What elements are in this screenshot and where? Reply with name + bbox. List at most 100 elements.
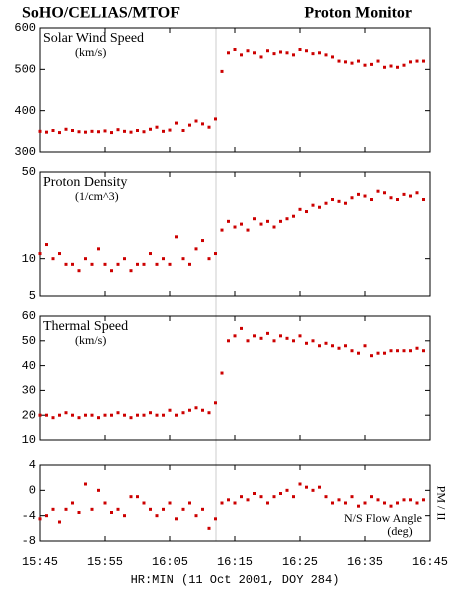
data-point [71, 262, 74, 266]
data-point [45, 413, 48, 417]
data-point [214, 517, 217, 521]
data-point [64, 507, 68, 511]
data-point [402, 63, 406, 67]
data-point [363, 344, 367, 348]
data-point [266, 49, 269, 53]
data-point [84, 413, 87, 417]
data-point [45, 514, 48, 518]
data-point [116, 128, 120, 132]
data-point [422, 59, 425, 63]
x-tick-label: 16:35 [347, 555, 383, 569]
data-point [194, 247, 198, 251]
data-point [194, 406, 198, 410]
data-point [350, 349, 354, 353]
data-point [149, 252, 152, 256]
y-tick-label: 5 [29, 289, 36, 303]
data-point [58, 520, 61, 524]
data-point [51, 257, 55, 261]
data-point [259, 495, 263, 499]
y-tick-label: 300 [14, 145, 36, 159]
data-point [77, 130, 81, 134]
data-point [194, 514, 198, 518]
data-point [396, 501, 399, 505]
data-point [389, 504, 393, 508]
data-point [155, 125, 159, 129]
data-point [279, 492, 282, 495]
data-point [337, 59, 341, 63]
data-point [383, 191, 386, 195]
data-point [201, 122, 204, 126]
data-point [149, 127, 152, 131]
data-point [77, 269, 81, 273]
data-point [285, 336, 289, 340]
data-point [298, 207, 302, 211]
data-point [253, 334, 256, 338]
data-point [136, 495, 139, 499]
data-point [201, 507, 204, 511]
data-point [110, 269, 113, 273]
data-point [259, 336, 263, 340]
data-point [142, 501, 146, 505]
data-point [227, 51, 230, 55]
header-right: Proton Monitor [304, 5, 412, 22]
data-point [298, 47, 302, 51]
data-point [253, 51, 256, 55]
y-tick-label: 4 [29, 458, 36, 472]
data-point [272, 339, 276, 343]
header-left: SoHO/CELIAS/MTOF [22, 5, 180, 22]
panel-title: Solar Wind Speed [43, 31, 144, 46]
data-point [51, 507, 55, 511]
data-point [376, 59, 380, 63]
data-point [220, 371, 224, 375]
data-point [409, 349, 412, 353]
data-point [116, 411, 120, 415]
data-point [220, 228, 224, 232]
data-point [383, 501, 386, 505]
data-point [240, 222, 243, 226]
data-point [311, 203, 315, 207]
data-point [350, 196, 354, 200]
data-point [90, 262, 94, 266]
data-point [84, 482, 87, 486]
y-tick-label: 20 [22, 408, 36, 422]
data-point [272, 495, 276, 499]
data-point [311, 339, 315, 343]
data-point [175, 121, 178, 125]
data-point [305, 49, 308, 53]
data-point [422, 198, 425, 202]
data-point [110, 131, 113, 135]
data-point [129, 269, 133, 273]
data-point [344, 501, 347, 505]
data-point [142, 413, 146, 417]
data-point [311, 52, 315, 56]
data-point [331, 344, 334, 348]
data-point [383, 65, 386, 69]
y-tick-label: 50 [22, 334, 36, 348]
data-point [188, 262, 191, 266]
data-point [129, 130, 133, 134]
data-point [71, 501, 74, 505]
data-point [149, 507, 152, 511]
y-tick-label: 40 [22, 359, 36, 373]
data-point [331, 198, 334, 202]
panel-unit: (km/s) [75, 45, 106, 59]
data-point [318, 344, 321, 348]
data-point [324, 495, 328, 499]
data-point [207, 411, 211, 415]
data-point [409, 194, 412, 198]
panel-unit: (1/cm^3) [75, 189, 119, 203]
data-point [246, 228, 250, 232]
data-point [415, 501, 419, 505]
y-tick-label: 500 [14, 63, 36, 77]
data-point [175, 235, 178, 239]
data-point [188, 123, 191, 127]
data-point [58, 413, 61, 417]
data-point [266, 331, 269, 335]
y-tick-label: 60 [22, 309, 36, 323]
x-tick-label: 16:15 [217, 555, 253, 569]
data-point [207, 526, 211, 530]
data-point [103, 413, 107, 417]
data-point [318, 51, 321, 55]
data-point [207, 257, 211, 261]
data-point [246, 498, 250, 502]
